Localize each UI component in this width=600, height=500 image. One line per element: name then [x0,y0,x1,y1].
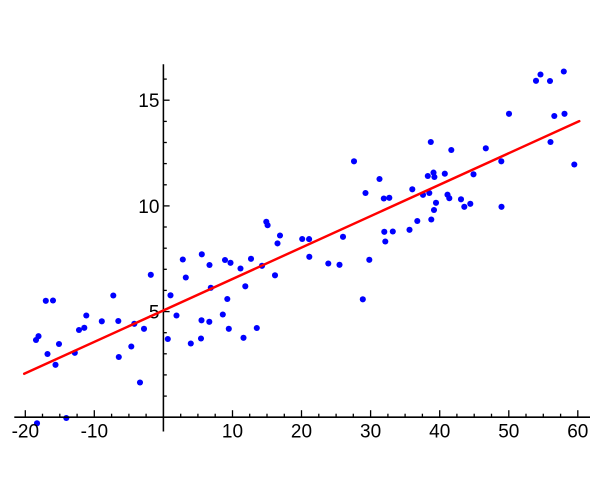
svg-text:-10: -10 [81,422,108,443]
svg-text:40: 40 [429,422,450,443]
svg-text:-20: -20 [12,422,39,443]
svg-text:10: 10 [138,197,159,218]
svg-text:20: 20 [291,422,312,443]
svg-text:50: 50 [498,422,519,443]
svg-text:5: 5 [149,303,160,324]
svg-text:10: 10 [222,422,243,443]
svg-text:60: 60 [567,422,588,443]
svg-text:30: 30 [360,422,381,443]
svg-text:15: 15 [138,91,159,112]
